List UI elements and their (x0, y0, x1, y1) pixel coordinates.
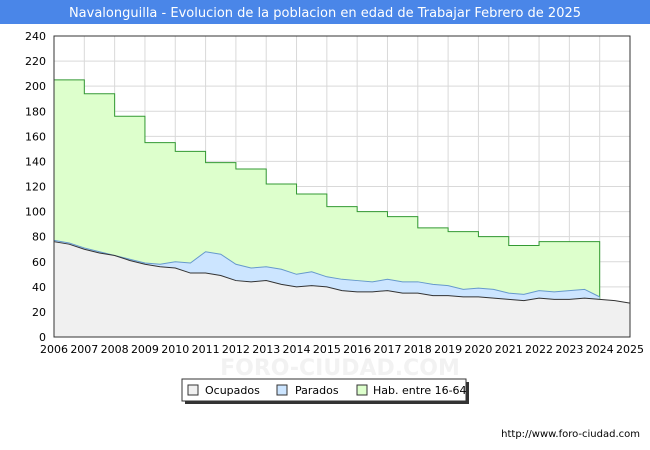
legend-swatch-hab (356, 384, 368, 396)
x-tick-label: 2007 (70, 343, 98, 356)
y-axis: 0 20 40 60 80 100 120 140 160 180 200 220 240 (25, 30, 46, 344)
legend-label-ocupados: Ocupados (205, 384, 260, 397)
x-tick-label: 2025 (616, 343, 644, 356)
x-tick-label: 2021 (495, 343, 523, 356)
x-tick-label: 2009 (131, 343, 159, 356)
y-tick-label: 60 (32, 256, 46, 269)
legend: Ocupados Parados Hab. entre 16-64 (181, 378, 469, 404)
y-tick-label: 80 (32, 231, 46, 244)
y-tick-label: 240 (25, 30, 46, 43)
line-hab (54, 79, 601, 337)
y-tick-label: 220 (25, 55, 46, 68)
legend-box (181, 378, 467, 402)
y-tick-label: 0 (39, 331, 46, 344)
x-tick-label: 2008 (101, 343, 129, 356)
x-tick-label: 2022 (525, 343, 553, 356)
line-ocupados (53, 241, 631, 304)
y-tick-label: 160 (25, 130, 46, 143)
area-ocupados (54, 241, 630, 337)
x-axis: 2006 2007 2008 2009 2010 2011 2012 2013 2014 2015… (40, 343, 644, 356)
x-tick-label: 2023 (555, 343, 583, 356)
chart-title: Navalonguilla - Evolucion de la poblacio… (69, 6, 581, 21)
x-tick-label: 2006 (40, 343, 68, 356)
y-tick-label: 180 (25, 105, 46, 118)
x-tick-label: 2013 (252, 343, 280, 356)
x-tick-label: 2015 (313, 343, 341, 356)
x-tick-label: 2020 (464, 343, 492, 356)
y-tick-label: 200 (25, 80, 46, 93)
x-tick-label: 2011 (192, 343, 220, 356)
x-tick-label: 2017 (373, 343, 401, 356)
x-tick-label: 2014 (283, 343, 311, 356)
source-url: http://www.foro-ciudad.com (501, 429, 640, 440)
series-areas (53, 79, 631, 337)
legend-label-hab: Hab. entre 16-64 (373, 384, 467, 397)
x-tick-label: 2012 (222, 343, 250, 356)
x-tick-label: 2019 (434, 343, 462, 356)
x-tick-label: 2024 (586, 343, 614, 356)
line-parados (53, 239, 600, 298)
x-tick-label: 2016 (343, 343, 371, 356)
x-tick-label: 2010 (161, 343, 189, 356)
legend-swatch-ocupados (187, 384, 199, 396)
plot-border (53, 35, 631, 338)
y-tick-label: 20 (32, 306, 46, 319)
y-tick-label: 140 (25, 155, 46, 168)
legend-label-parados: Parados (295, 384, 339, 397)
watermark: FORO-CIUDAD.COM (220, 356, 460, 381)
title-bar (0, 0, 650, 24)
y-tick-label: 40 (32, 281, 46, 294)
y-tick-label: 100 (25, 206, 46, 219)
x-tick-label: 2018 (404, 343, 432, 356)
y-tick-label: 120 (25, 181, 46, 194)
legend-swatch-parados (276, 384, 288, 396)
